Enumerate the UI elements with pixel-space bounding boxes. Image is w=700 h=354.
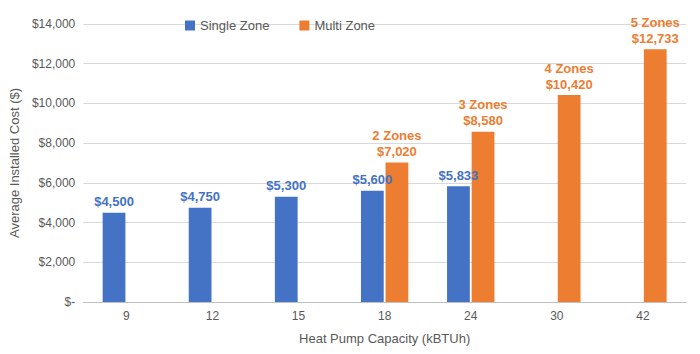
svg-text:$4,750: $4,750 xyxy=(180,189,220,204)
svg-text:$8,000: $8,000 xyxy=(39,136,76,150)
svg-text:12: 12 xyxy=(206,309,220,323)
svg-text:$5,300: $5,300 xyxy=(266,178,306,193)
svg-text:$-: $- xyxy=(65,295,76,309)
svg-text:42: 42 xyxy=(636,309,650,323)
svg-text:9: 9 xyxy=(123,309,130,323)
svg-text:18: 18 xyxy=(378,309,392,323)
svg-text:15: 15 xyxy=(292,309,306,323)
svg-text:$6,000: $6,000 xyxy=(39,176,76,190)
svg-text:$10,000: $10,000 xyxy=(32,96,76,110)
svg-text:$12,000: $12,000 xyxy=(32,57,76,71)
svg-text:Multi Zone: Multi Zone xyxy=(314,18,375,33)
svg-text:$8,580: $8,580 xyxy=(463,113,503,128)
svg-text:$12,733: $12,733 xyxy=(632,31,679,46)
svg-text:4 Zones: 4 Zones xyxy=(545,61,594,76)
svg-text:$4,000: $4,000 xyxy=(39,216,76,230)
svg-text:5 Zones: 5 Zones xyxy=(631,15,680,30)
svg-text:$5,600: $5,600 xyxy=(352,172,392,187)
svg-text:$7,020: $7,020 xyxy=(377,144,417,159)
svg-text:$10,420: $10,420 xyxy=(546,77,593,92)
svg-text:$14,000: $14,000 xyxy=(32,17,76,31)
svg-text:30: 30 xyxy=(550,309,564,323)
svg-text:Single Zone: Single Zone xyxy=(200,18,269,33)
svg-text:$5,833: $5,833 xyxy=(439,168,479,183)
svg-text:3 Zones: 3 Zones xyxy=(458,97,507,112)
svg-text:Heat Pump Capacity (kBTUh): Heat Pump Capacity (kBTUh) xyxy=(299,331,470,346)
svg-text:Average Installed Cost ($): Average Installed Cost ($) xyxy=(7,88,22,238)
svg-text:2 Zones: 2 Zones xyxy=(372,128,421,143)
svg-text:$4,500: $4,500 xyxy=(94,194,134,209)
svg-text:24: 24 xyxy=(464,309,478,323)
svg-text:$2,000: $2,000 xyxy=(39,255,76,269)
